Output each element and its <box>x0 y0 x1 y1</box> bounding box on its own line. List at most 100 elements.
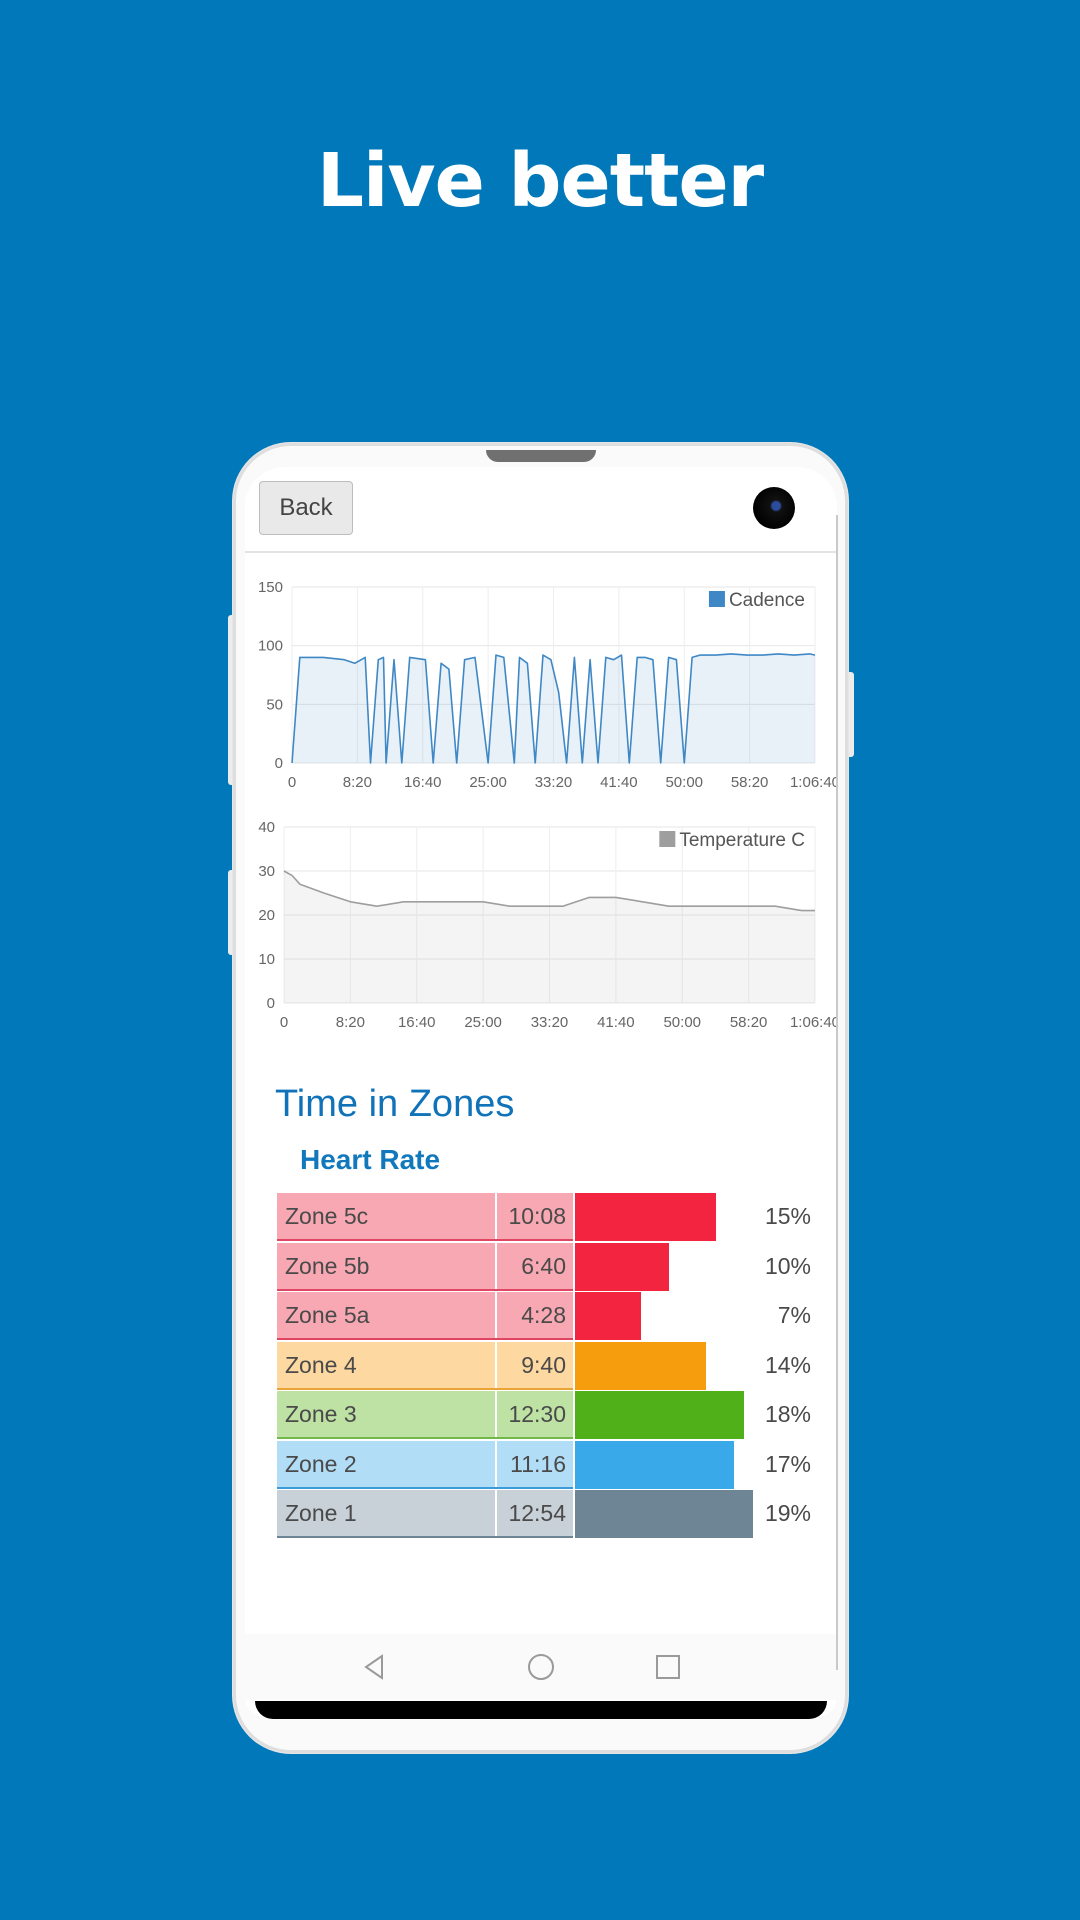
zone-time: 12:30 <box>497 1391 573 1437</box>
zone-bar <box>575 1391 744 1439</box>
zone-percent: 18% <box>764 1401 811 1427</box>
zone-bar <box>575 1341 706 1390</box>
cadence-y-tick: 150 <box>258 579 283 596</box>
zone-bar-track <box>575 1440 755 1489</box>
zone-name: Zone 5a <box>277 1292 495 1338</box>
zone-bar-track <box>575 1341 755 1390</box>
recents-icon[interactable] <box>653 1652 683 1682</box>
cadence-y-tick: 0 <box>275 755 283 772</box>
cadence-x-tick: 58:20 <box>731 774 769 791</box>
zone-name: Zone 5b <box>277 1242 495 1289</box>
temperature-y-tick: 40 <box>258 819 275 836</box>
zone-bar <box>575 1440 734 1489</box>
zone-name: Zone 3 <box>277 1391 495 1437</box>
zone-name: Zone 1 <box>277 1490 495 1536</box>
phone-bottom-bar <box>255 1701 827 1719</box>
app-header: Back <box>245 467 837 553</box>
zone-percent: 14% <box>764 1351 811 1378</box>
zone-row: Zone 5c 10:08 15% <box>277 1193 811 1241</box>
zone-time: 10:08 <box>497 1193 573 1239</box>
cadence-x-tick: 0 <box>288 774 296 791</box>
temperature-x-tick: 33:20 <box>531 1014 569 1031</box>
phone-side-button <box>228 615 236 785</box>
cadence-x-tick: 50:00 <box>665 774 703 791</box>
zone-bar-track <box>575 1490 755 1538</box>
zone-percent: 15% <box>764 1203 811 1229</box>
zone-bar <box>575 1242 669 1291</box>
zone-time: 11:16 <box>497 1440 573 1487</box>
zone-row: Zone 5b 6:40 10% <box>277 1242 811 1291</box>
temperature-y-tick: 30 <box>258 863 275 880</box>
camera-icon <box>753 487 795 529</box>
screen-edge <box>836 515 838 1670</box>
zone-percent: 7% <box>777 1302 811 1328</box>
cadence-series-line <box>291 653 816 764</box>
zone-percent: 17% <box>764 1450 811 1477</box>
zone-name: Zone 5c <box>277 1193 495 1239</box>
zone-row: Zone 5a 4:28 7% <box>277 1292 811 1340</box>
back-icon[interactable] <box>360 1652 390 1682</box>
zone-time: 4:28 <box>497 1292 573 1338</box>
temperature-x-tick: 0 <box>280 1014 288 1031</box>
zone-row: Zone 2 11:16 17% <box>277 1440 811 1489</box>
cadence-legend-label: Cadence <box>729 590 805 611</box>
zone-underline <box>277 1486 573 1489</box>
temperature-x-tick: 58:20 <box>730 1014 768 1031</box>
zone-time: 12:54 <box>497 1490 573 1536</box>
zone-underline <box>277 1387 573 1390</box>
temperature-x-tick: 41:40 <box>597 1014 635 1031</box>
home-icon[interactable] <box>526 1652 556 1682</box>
cadence-x-tick: 33:20 <box>535 774 573 791</box>
zone-bar-track <box>575 1193 755 1241</box>
zone-row: Zone 3 12:30 18% <box>277 1391 811 1439</box>
temperature-chart: 40 30 20 10 0 0 8:20 16:40 25:00 33:20 41:40 50:00 5… <box>245 807 837 1037</box>
cadence-chart: 150 100 50 0 0 8:20 16:40 25:00 33:20 41:40 50:00 5… <box>245 567 837 797</box>
headline: Live better <box>316 138 764 224</box>
temperature-chart-svg: 40 30 20 10 00 8:20 16:40 25:00 33:20 41:40 50:00 5… <box>258 819 837 1031</box>
temperature-legend-swatch <box>659 831 676 847</box>
cadence-legend-swatch <box>708 591 725 607</box>
zone-bar <box>575 1292 641 1340</box>
zone-bar-track <box>575 1292 755 1340</box>
back-button[interactable]: Back <box>259 481 353 535</box>
zone-name: Zone 2 <box>277 1440 495 1487</box>
zone-bar-track <box>575 1391 755 1439</box>
cadence-x-tick: 8:20 <box>343 774 372 791</box>
phone-screen: Back 150 100 50 0 0 8:20 16:40 25:00 33:20 41:40 5… <box>245 467 837 1717</box>
zone-time: 9:40 <box>497 1341 573 1388</box>
zone-underline <box>277 1338 573 1340</box>
zone-bar-track <box>575 1242 755 1291</box>
system-navbar <box>245 1634 837 1700</box>
phone-side-button <box>228 870 236 955</box>
zones-title: Time in Zones <box>275 1083 515 1125</box>
temperature-y-tick: 0 <box>267 995 275 1012</box>
zone-bar <box>575 1193 716 1241</box>
cadence-chart-svg: 150 100 50 00 8:20 16:40 25:00 33:20 41:40 50:00 5… <box>258 579 837 791</box>
zones-table: Zone 5c 10:08 15% Zone 5b 6:40 10% Zone 5a 4:28… <box>277 1193 811 1540</box>
temperature-y-tick: 10 <box>258 951 275 968</box>
zone-underline <box>277 1437 573 1439</box>
temperature-x-tick: 25:00 <box>464 1014 502 1031</box>
cadence-y-tick: 50 <box>266 696 283 713</box>
zone-percent: 10% <box>764 1252 811 1279</box>
cadence-area <box>292 653 815 763</box>
cadence-x-tick: 1:06:40 <box>790 774 837 791</box>
temperature-x-tick: 16:40 <box>398 1014 436 1031</box>
temperature-x-tick: 1:06:40 <box>790 1014 837 1031</box>
cadence-x-tick: 16:40 <box>404 774 442 791</box>
zone-underline <box>277 1536 573 1538</box>
temperature-area <box>284 871 815 1003</box>
zone-name: Zone 4 <box>277 1341 495 1388</box>
cadence-y-tick: 100 <box>258 638 283 655</box>
zone-time: 6:40 <box>497 1242 573 1289</box>
zone-underline <box>277 1288 573 1291</box>
zone-row: Zone 1 12:54 19% <box>277 1490 811 1538</box>
zone-percent: 19% <box>764 1500 811 1526</box>
temperature-series-line <box>283 870 815 912</box>
zone-bar <box>575 1490 753 1538</box>
phone-side-button <box>846 672 854 757</box>
zones-subtitle: Heart Rate <box>300 1144 441 1175</box>
temperature-y-tick: 20 <box>258 907 275 924</box>
phone-speaker <box>486 450 596 462</box>
zone-underline <box>277 1239 573 1241</box>
